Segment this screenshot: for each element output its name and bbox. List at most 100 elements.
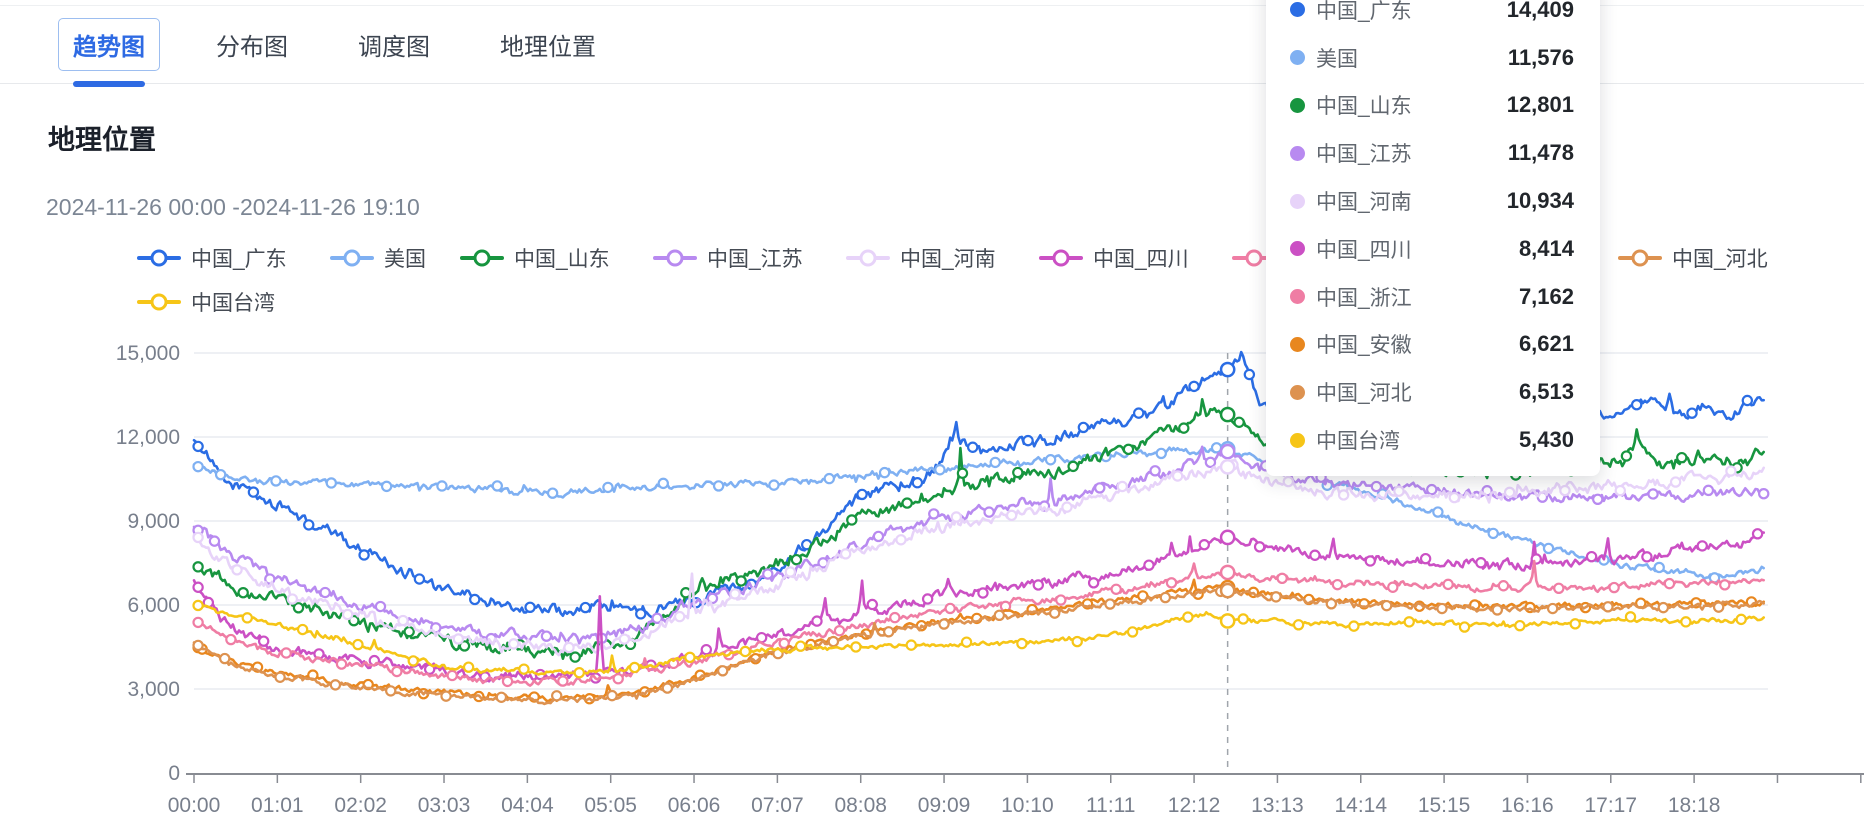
legend-item-4[interactable]: 中国_河南: [846, 236, 1006, 280]
tooltip-series-name: 中国_广东: [1316, 0, 1412, 23]
series-color-dot: [1290, 50, 1305, 66]
svg-text:04:04: 04:04: [501, 794, 554, 817]
legend-label: 中国_河南: [900, 248, 996, 271]
svg-text:16:16: 16:16: [1501, 794, 1554, 817]
tooltip-row-1: 美国 11,576: [1290, 34, 1574, 82]
svg-text:6,000: 6,000: [127, 594, 180, 617]
series-color-dot: [1290, 336, 1305, 352]
tooltip-series-value: 5,430: [1518, 427, 1574, 453]
tab-geo-location[interactable]: 地理位置: [486, 19, 610, 70]
series-color-dot: [1290, 384, 1305, 400]
svg-text:13:13: 13:13: [1251, 794, 1304, 817]
legend-line-marker-icon: [1618, 249, 1662, 267]
page-title: 地理位置: [48, 125, 156, 155]
svg-text:00:00: 00:00: [168, 794, 221, 817]
tooltip-series-value: 11,576: [1507, 44, 1574, 70]
legend-line-marker-icon: [846, 249, 890, 267]
legend-label: 中国_江苏: [707, 248, 803, 271]
legend-label: 中国_四川: [1093, 248, 1189, 271]
tooltip-series-name: 中国_山东: [1316, 95, 1412, 119]
svg-text:12:12: 12:12: [1168, 794, 1221, 817]
svg-text:12,000: 12,000: [116, 426, 180, 449]
tooltip-series-value: 12,801: [1506, 92, 1574, 118]
tooltip-series-value: 6,513: [1518, 379, 1574, 405]
tooltip-series-value: 10,934: [1506, 188, 1574, 214]
series-color-dot: [1290, 97, 1305, 113]
series-color-dot: [1290, 193, 1305, 209]
tooltip-series-value: 7,162: [1518, 283, 1574, 309]
tab-trend-chart[interactable]: 趋势图: [58, 18, 160, 87]
svg-text:08:08: 08:08: [834, 794, 887, 817]
tooltip-row-5: 中国_四川 8,414: [1290, 225, 1574, 273]
legend-item-8[interactable]: 中国_河北: [1618, 236, 1778, 280]
svg-text:01:01: 01:01: [251, 794, 304, 817]
active-tab-underline: [73, 81, 145, 87]
legend-label: 中国_河北: [1672, 248, 1768, 271]
legend-label: 中国_山东: [514, 248, 610, 271]
tooltip-series-name: 中国_河南: [1316, 191, 1412, 215]
legend-line-marker-icon: [653, 249, 697, 267]
svg-text:14:14: 14:14: [1334, 794, 1387, 817]
svg-text:18:18: 18:18: [1668, 794, 1721, 817]
legend-line-marker-icon: [1039, 249, 1083, 267]
svg-text:09:09: 09:09: [918, 794, 971, 817]
svg-text:05:05: 05:05: [584, 794, 637, 817]
legend-label: 美国: [384, 248, 426, 271]
svg-text:10:10: 10:10: [1001, 794, 1054, 817]
legend-line-marker-icon: [1232, 249, 1276, 267]
tooltip-row-7: 中国_安徽 6,621: [1290, 321, 1574, 369]
tooltip-series-name: 中国_浙江: [1316, 286, 1412, 310]
legend-line-marker-icon: [460, 249, 504, 267]
tab-distribution-chart[interactable]: 分布图: [202, 19, 302, 70]
legend-item-2[interactable]: 中国_山东: [460, 236, 620, 280]
tab-geo-label: 地理位置: [500, 34, 596, 61]
tooltip-series-name: 美国: [1316, 47, 1358, 71]
tab-scheduling-label: 调度图: [358, 34, 430, 61]
legend-line-marker-icon: [137, 293, 181, 311]
tooltip-row-2: 中国_山东 12,801: [1290, 82, 1574, 130]
tab-distribution-label: 分布图: [216, 34, 288, 61]
tooltip-series-value: 8,414: [1518, 235, 1574, 261]
svg-text:9,000: 9,000: [127, 510, 180, 533]
date-range: 2024-11-26 00:00 -2024-11-26 19:10: [46, 194, 420, 220]
tooltip-series-value: 14,409: [1506, 0, 1574, 22]
svg-text:0: 0: [168, 762, 180, 785]
tooltip-series-name: 中国_四川: [1316, 238, 1412, 262]
svg-text:17:17: 17:17: [1584, 794, 1637, 817]
tab-scheduling-chart[interactable]: 调度图: [344, 19, 444, 70]
series-color-dot: [1290, 145, 1305, 161]
legend-item-3[interactable]: 中国_江苏: [653, 236, 813, 280]
series-color-dot: [1290, 241, 1305, 257]
legend-label: 中国_广东: [191, 248, 287, 271]
legend-item-5[interactable]: 中国_四川: [1039, 236, 1199, 280]
series-color-dot: [1290, 289, 1305, 305]
tooltip-row-4: 中国_河南 10,934: [1290, 177, 1574, 225]
svg-text:3,000: 3,000: [127, 678, 180, 701]
legend-item-1[interactable]: 美国: [330, 236, 427, 280]
tooltip-series-value: 6,621: [1518, 331, 1574, 357]
tooltip-series-value: 11,478: [1507, 140, 1574, 166]
series-color-dot: [1290, 432, 1305, 448]
tooltip-series-name: 中国_安徽: [1316, 334, 1412, 358]
tooltip-row-3: 中国_江苏 11,478: [1290, 129, 1574, 177]
tooltip-series-name: 中国_河北: [1316, 382, 1412, 406]
tooltip-row-8: 中国_河北 6,513: [1290, 368, 1574, 416]
series-color-dot: [1290, 2, 1305, 18]
chart-tooltip: 中国_广东 14,409 美国 11,576 中国_山东 12,801 中国_江苏 11,47…: [1266, 0, 1600, 476]
tooltip-row-9: 中国台湾 5,430: [1290, 416, 1574, 464]
tooltip-row-6: 中国_浙江 7,162: [1290, 273, 1574, 321]
legend-line-marker-icon: [137, 249, 181, 267]
svg-text:03:03: 03:03: [418, 794, 471, 817]
tooltip-series-name: 中国台湾: [1316, 430, 1400, 454]
svg-text:11:11: 11:11: [1086, 794, 1135, 817]
svg-text:15:15: 15:15: [1418, 794, 1471, 817]
svg-text:06:06: 06:06: [668, 794, 721, 817]
legend-line-marker-icon: [330, 249, 374, 267]
svg-text:15,000: 15,000: [116, 342, 180, 365]
tooltip-series-name: 中国_江苏: [1316, 143, 1412, 167]
legend-item-9[interactable]: 中国台湾: [137, 280, 278, 324]
tab-trend-label: 趋势图: [73, 34, 145, 61]
legend-label: 中国台湾: [191, 292, 275, 315]
legend-item-0[interactable]: 中国_广东: [137, 236, 297, 280]
